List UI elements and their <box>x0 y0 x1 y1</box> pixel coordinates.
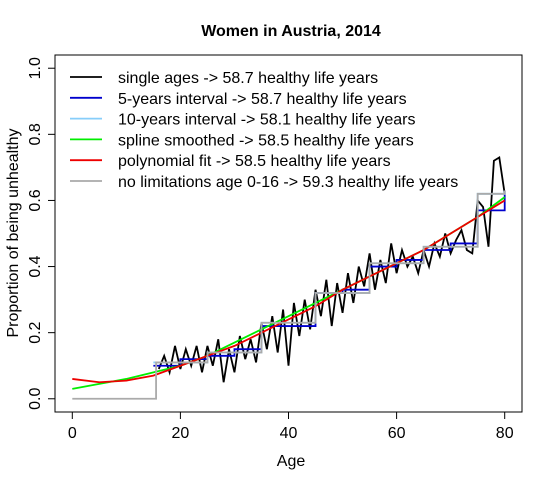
y-tick-label: 0.2 <box>27 321 44 343</box>
series-line <box>72 190 506 400</box>
x-tick-label: 20 <box>171 425 189 442</box>
series-line <box>72 199 506 384</box>
x-tick-label: 0 <box>68 425 77 442</box>
y-tick-label: 0.8 <box>27 123 44 145</box>
y-tick-label: 0.4 <box>27 255 44 277</box>
y-axis-label: Proportion of being unhealthy <box>5 128 22 337</box>
legend-label: 10-years interval -> 58.1 healthy life y… <box>118 112 415 129</box>
legend-label: polynomial fit -> 58.5 healthy life year… <box>118 153 391 170</box>
series-line <box>153 190 506 364</box>
legend-label: no limitations age 0-16 -> 59.3 healthy … <box>118 174 458 191</box>
x-tick-label: 60 <box>388 425 406 442</box>
x-tick-label: 40 <box>280 425 298 442</box>
x-tick-label: 80 <box>496 425 514 442</box>
y-tick-label: 1.0 <box>27 57 44 79</box>
legend-label: 5-years interval -> 58.7 healthy life ye… <box>118 91 407 108</box>
legend-label: spline smoothed -> 58.5 healthy life yea… <box>118 132 414 149</box>
y-tick-label: 0.0 <box>27 388 44 410</box>
series-line <box>153 190 506 367</box>
legend-label: single ages -> 58.7 healthy life years <box>118 70 378 87</box>
series-line <box>157 155 506 383</box>
x-axis-label: Age <box>277 453 306 470</box>
y-tick-label: 0.6 <box>27 189 44 211</box>
chart-title: Women in Austria, 2014 <box>201 23 381 40</box>
